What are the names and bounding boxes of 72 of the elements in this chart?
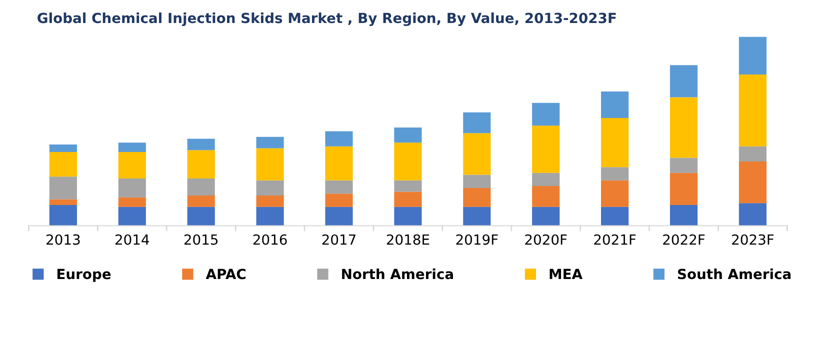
legend-label: MEA [550, 268, 582, 280]
bar [325, 180, 353, 194]
bar [394, 192, 422, 207]
bar [601, 92, 629, 118]
bar [394, 127, 422, 143]
bar [601, 180, 629, 207]
x-tick-label: 2021F [594, 234, 636, 245]
x-tick-label: 2015 [184, 234, 218, 245]
bar [738, 146, 767, 162]
bar [394, 180, 422, 192]
bar [256, 180, 284, 196]
bar [463, 188, 491, 207]
bar [532, 126, 560, 173]
legend-label: South America [678, 268, 791, 280]
bar [532, 102, 560, 126]
x-tick-label: 2014 [115, 234, 150, 245]
bar [187, 206, 215, 226]
bar [463, 206, 491, 226]
bar [601, 206, 629, 226]
bar [670, 158, 698, 173]
bar [738, 161, 767, 204]
bar [738, 36, 767, 75]
bar [670, 65, 698, 98]
bar [463, 174, 491, 188]
bar [394, 206, 422, 226]
x-tick-label: 2019F [456, 234, 498, 245]
x-tick-label: 2022F [663, 234, 705, 245]
legend-label: North America [342, 268, 453, 280]
bar [325, 206, 353, 226]
bar [187, 178, 215, 196]
bar [670, 204, 698, 226]
bar [256, 148, 284, 180]
legend-label: APAC [206, 268, 246, 280]
bar [187, 150, 215, 178]
bar [118, 206, 146, 226]
bar [601, 167, 629, 180]
bar [325, 146, 353, 180]
bar [49, 204, 77, 226]
bar [532, 172, 560, 186]
bar [532, 186, 560, 207]
bar [601, 118, 629, 168]
bar [187, 138, 215, 150]
x-tick-label: 2018E [386, 234, 430, 245]
chart-title: Global Chemical Injection Skids Market , By Region, By Value, 2013-2023F [38, 12, 616, 26]
legend-label: Europe [57, 268, 111, 282]
x-tick-label: 2023F [732, 234, 774, 245]
bar [532, 206, 560, 226]
bar [256, 206, 284, 226]
bar [463, 133, 491, 175]
bar [325, 194, 353, 207]
bar [738, 74, 767, 146]
bar [118, 152, 146, 178]
bar [670, 172, 698, 205]
x-tick-label: 2016 [253, 234, 287, 245]
bar [394, 142, 422, 180]
bar [49, 176, 77, 200]
bar [325, 131, 353, 146]
bar [118, 142, 146, 152]
bar [118, 178, 146, 198]
bar [256, 136, 284, 148]
x-tick-label: 2017 [322, 234, 356, 245]
x-tick-label: 2020F [525, 234, 567, 245]
bar [118, 197, 146, 207]
bar [738, 203, 767, 226]
bar [49, 199, 77, 205]
bar [463, 112, 491, 134]
x-tick-label: 2013 [46, 234, 80, 245]
bar [49, 152, 77, 177]
bar [256, 196, 284, 207]
bar [670, 97, 698, 158]
bar [187, 196, 215, 207]
bar [49, 144, 77, 152]
